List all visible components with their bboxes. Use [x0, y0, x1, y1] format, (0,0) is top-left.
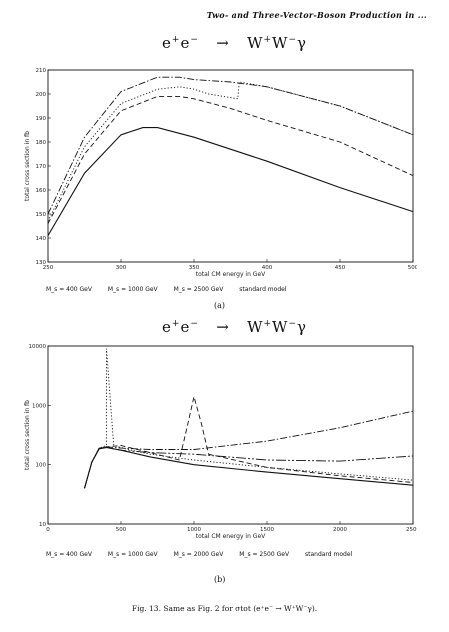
- y-tick-label: 10: [39, 522, 46, 528]
- x-tick-label: 500: [116, 527, 127, 533]
- panel-label-a: (a): [214, 301, 226, 310]
- y-tick-label: 140: [36, 236, 47, 242]
- x-tick-label: 500: [408, 265, 417, 271]
- series-line-2: [84, 410, 414, 489]
- series-line-1: [84, 348, 414, 489]
- y-tick-label: 170: [36, 164, 47, 170]
- legend-a-item-4: standard model: [239, 286, 287, 293]
- legend-a: M_s = 400 GeV M_s = 1000 GeV M_s = 2500 …: [46, 286, 300, 293]
- x-axis-label: total CM energy in GeV: [196, 533, 266, 540]
- series-line-3: [47, 95, 414, 224]
- process-label-b: e+e− → W+W−γ: [162, 318, 307, 336]
- x-tick-label: 400: [262, 265, 273, 271]
- x-tick-label: 2500: [406, 527, 417, 533]
- legend-b-item-4: M_s = 2500 GeV: [239, 551, 290, 558]
- legend-b: M_s = 400 GeV M_s = 1000 GeV M_s = 2000 …: [46, 551, 366, 558]
- y-tick-label: 180: [36, 140, 47, 146]
- plot-b: 0 500 1000 1500 2000 2500 10 100 1000 10000 total …: [24, 344, 417, 540]
- x-tick-label: 0: [46, 527, 50, 533]
- plot-frame: [47, 345, 414, 525]
- y-tick-label: 130: [36, 260, 47, 266]
- process-label-a: e+e− → W+W−γ: [162, 34, 307, 52]
- y-tick-label: 190: [36, 116, 47, 122]
- y-tick-label: 200: [36, 92, 47, 98]
- y-axis-label: total cross section in fb: [24, 400, 31, 470]
- series-line-1: [47, 81, 414, 222]
- y-tick-label: 150: [36, 212, 47, 218]
- legend-b-item-2: M_s = 1000 GeV: [107, 551, 158, 558]
- y-axis-label: total cross section in fb: [24, 131, 31, 201]
- x-tick-label: 1000: [187, 527, 201, 533]
- x-tick-label: 2000: [333, 527, 347, 533]
- y-tick-label: 160: [36, 188, 47, 194]
- legend-a-item-3: M_s = 2500 GeV: [173, 286, 224, 293]
- plot-a: 250 300 350 400 450 500 130 140 150 160 170 180 190 2…: [24, 68, 417, 278]
- legend-a-item-1: M_s = 400 GeV: [46, 286, 92, 293]
- y-tick-label: 100: [36, 463, 47, 469]
- x-tick-label: 250: [43, 265, 54, 271]
- series-line-3: [84, 447, 414, 489]
- plot-frame: [47, 69, 414, 263]
- x-axis-label: total CM energy in GeV: [196, 271, 266, 278]
- x-tick-label: 1500: [260, 527, 274, 533]
- series-line-5: [83, 446, 414, 489]
- y-tick-label: 1000: [32, 403, 46, 409]
- y-tick-label: 10000: [29, 344, 47, 350]
- y-tick-label: 210: [36, 68, 47, 74]
- x-tick-label: 450: [335, 265, 346, 271]
- legend-b-item-5: standard model: [304, 551, 353, 558]
- series-line-4: [84, 396, 414, 489]
- x-tick-label: 350: [189, 265, 200, 271]
- x-tick-label: 300: [116, 265, 127, 271]
- legend-b-item-1: M_s = 400 GeV: [46, 551, 92, 558]
- panel-label-b: (b): [214, 575, 226, 584]
- legend-a-item-2: M_s = 1000 GeV: [107, 286, 158, 293]
- figure-caption: Fig. 13. Same as Fig. 2 for σtot (e⁺e⁻ →…: [131, 604, 318, 613]
- legend-b-item-3: M_s = 2000 GeV: [173, 551, 224, 558]
- series-line-4: [47, 127, 414, 236]
- series-line-2: [47, 76, 414, 215]
- running-head: Two- and Three-Vector-Boson Production i…: [206, 10, 427, 20]
